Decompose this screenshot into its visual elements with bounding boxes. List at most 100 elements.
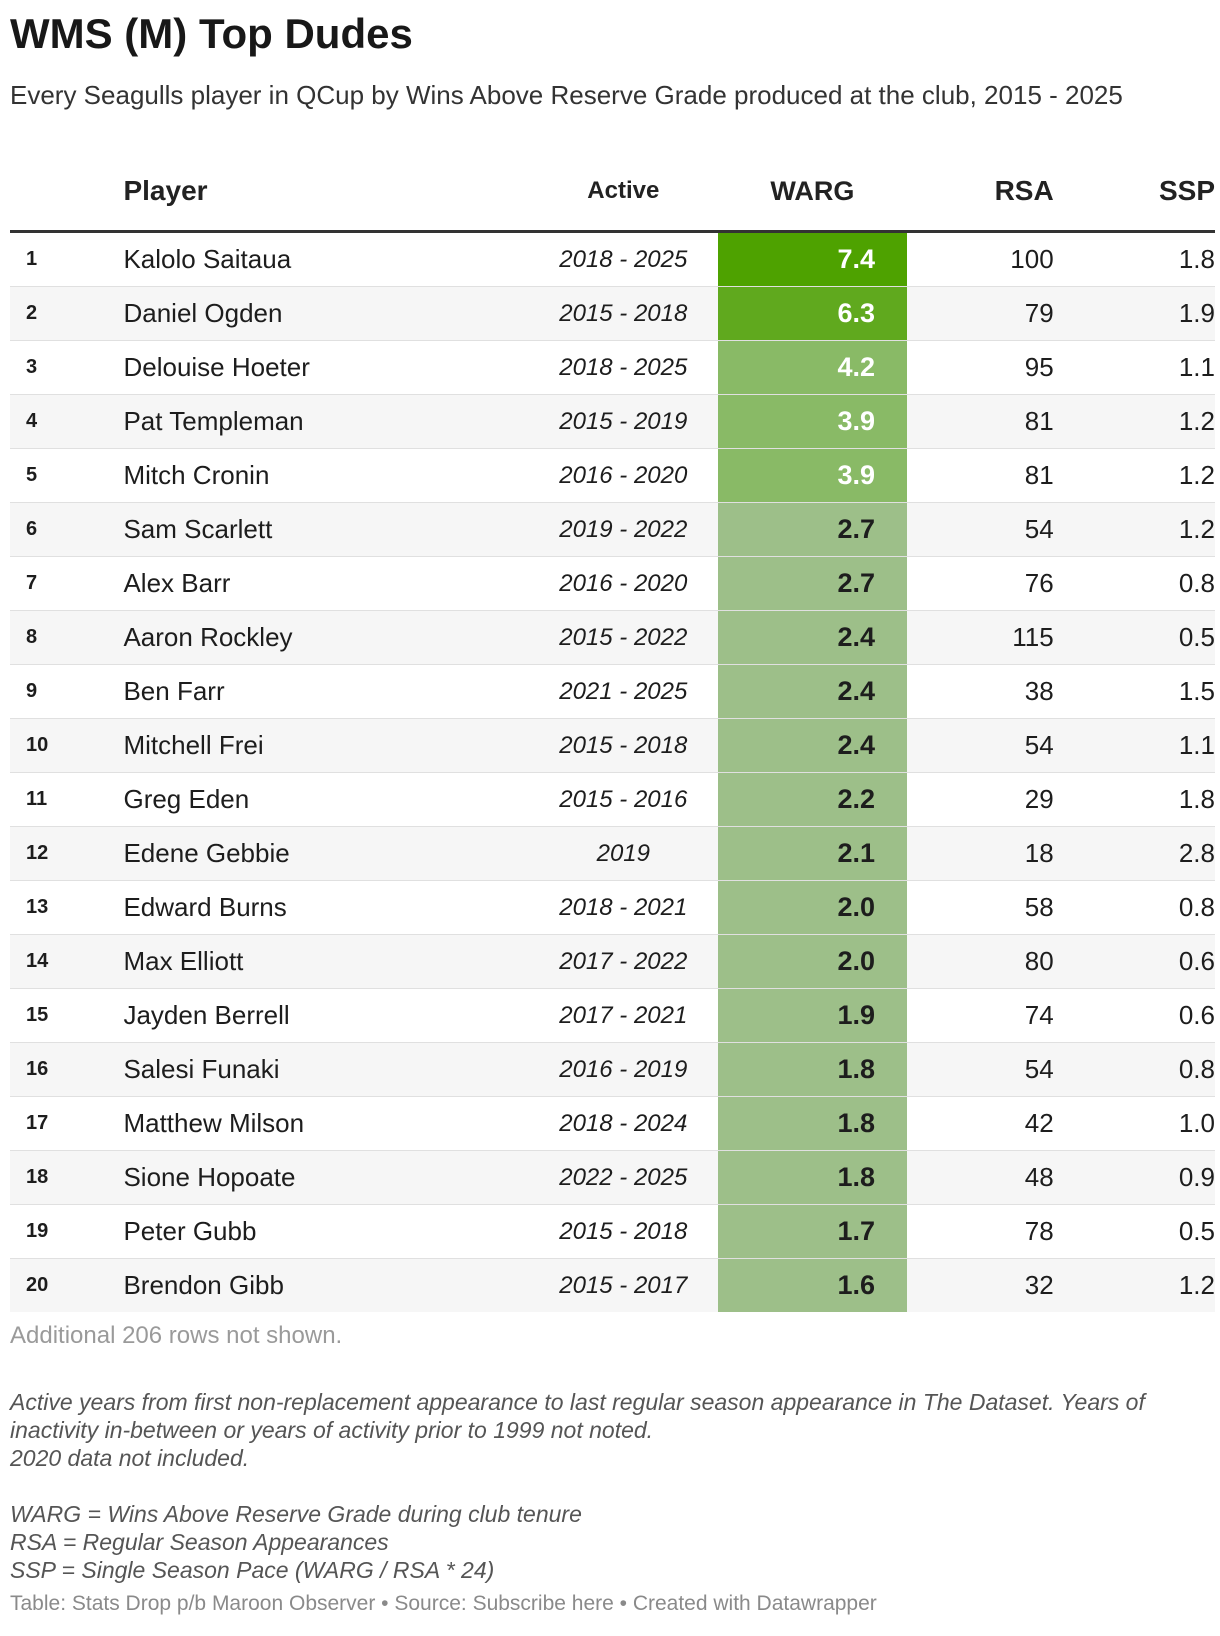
row-rsa: 81: [906, 448, 1064, 503]
row-active: 2018 - 2024: [528, 1096, 718, 1151]
note-active-years: Active years from first non-replacement …: [10, 1389, 1145, 1443]
data-table: Player Active WARG RSA SSP 1 Kalolo Saita…: [10, 160, 1215, 1312]
row-warg-cell: 2.4: [717, 664, 907, 719]
row-ssp: 1.2: [1063, 394, 1215, 449]
row-rsa: 81: [906, 394, 1064, 449]
row-rsa: 74: [906, 988, 1064, 1043]
note-2020-data: 2020 data not included.: [10, 1445, 250, 1471]
row-active: 2015 - 2018: [528, 286, 718, 341]
row-active: 2018 - 2021: [528, 880, 718, 935]
row-warg-cell: 2.0: [717, 880, 907, 935]
table-row: 11 Greg Eden 2015 - 2016 2.2 29 1.8: [10, 772, 1215, 827]
row-rsa: 115: [906, 610, 1064, 665]
row-player: Ben Farr: [123, 664, 529, 719]
row-active: 2016 - 2019: [528, 1042, 718, 1097]
row-rank: 7: [10, 556, 124, 611]
row-rsa: 54: [906, 1042, 1064, 1097]
row-active: 2017 - 2022: [528, 934, 718, 989]
table-row: 7 Alex Barr 2016 - 2020 2.7 76 0.8: [10, 556, 1215, 611]
rows-not-shown-note: Additional 206 rows not shown.: [10, 1322, 343, 1349]
row-ssp: 1.8: [1063, 231, 1215, 287]
row-warg-cell: 2.4: [717, 718, 907, 773]
row-ssp: 2.8: [1063, 826, 1215, 881]
row-player: Matthew Milson: [123, 1096, 529, 1151]
row-rsa: 54: [906, 502, 1064, 557]
row-ssp: 1.2: [1063, 448, 1215, 503]
column-header-rank: [10, 160, 124, 233]
table-row: 12 Edene Gebbie 2019 2.1 18 2.8: [10, 826, 1215, 881]
row-rsa: 76: [906, 556, 1064, 611]
row-active: 2017 - 2021: [528, 988, 718, 1043]
row-player: Sione Hopoate: [123, 1150, 529, 1205]
row-warg-cell: 2.0: [717, 934, 907, 989]
row-rank: 12: [10, 826, 124, 881]
table-row: 19 Peter Gubb 2015 - 2018 1.7 78 0.5: [10, 1204, 1215, 1259]
table-row: 3 Delouise Hoeter 2018 - 2025 4.2 95 1.1: [10, 340, 1215, 395]
row-ssp: 0.6: [1063, 988, 1215, 1043]
row-rank: 6: [10, 502, 124, 557]
column-header-ssp[interactable]: SSP: [1063, 160, 1215, 233]
row-ssp: 0.8: [1063, 556, 1215, 611]
column-header-player[interactable]: Player: [123, 160, 529, 233]
row-active: 2015 - 2017: [528, 1258, 718, 1312]
row-ssp: 1.2: [1063, 1258, 1215, 1312]
column-header-warg[interactable]: WARG: [717, 160, 907, 233]
table-row: 17 Matthew Milson 2018 - 2024 1.8 42 1.0: [10, 1096, 1215, 1151]
table-row: 14 Max Elliott 2017 - 2022 2.0 80 0.6: [10, 934, 1215, 989]
table-row: 4 Pat Templeman 2015 - 2019 3.9 81 1.2: [10, 394, 1215, 449]
row-player: Pat Templeman: [123, 394, 529, 449]
row-player: Kalolo Saitaua: [123, 231, 529, 287]
row-rank: 17: [10, 1096, 124, 1151]
row-rsa: 29: [906, 772, 1064, 827]
row-active: 2015 - 2016: [528, 772, 718, 827]
row-warg-cell: 7.4: [717, 231, 907, 287]
row-player: Greg Eden: [123, 772, 529, 827]
column-header-rsa[interactable]: RSA: [906, 160, 1064, 233]
row-ssp: 1.1: [1063, 340, 1215, 395]
row-rank: 2: [10, 286, 124, 341]
row-active: 2015 - 2018: [528, 1204, 718, 1259]
chart-notes: Active years from first non-replacement …: [10, 1388, 1210, 1584]
row-warg-cell: 3.9: [717, 448, 907, 503]
row-rank: 20: [10, 1258, 124, 1312]
row-ssp: 0.5: [1063, 1204, 1215, 1259]
row-active: 2016 - 2020: [528, 556, 718, 611]
row-rank: 9: [10, 664, 124, 719]
note-rsa-definition: RSA = Regular Season Appearances: [10, 1529, 389, 1555]
note-warg-definition: WARG = Wins Above Reserve Grade during c…: [10, 1501, 582, 1527]
row-rsa: 80: [906, 934, 1064, 989]
table-row: 16 Salesi Funaki 2016 - 2019 1.8 54 0.8: [10, 1042, 1215, 1097]
row-rank: 18: [10, 1150, 124, 1205]
table-row: 10 Mitchell Frei 2015 - 2018 2.4 54 1.1: [10, 718, 1215, 773]
row-rsa: 54: [906, 718, 1064, 773]
note-ssp-definition: SSP = Single Season Pace (WARG / RSA * 2…: [10, 1557, 495, 1583]
row-rsa: 42: [906, 1096, 1064, 1151]
row-rsa: 48: [906, 1150, 1064, 1205]
row-ssp: 1.8: [1063, 772, 1215, 827]
row-ssp: 0.9: [1063, 1150, 1215, 1205]
row-warg-cell: 1.8: [717, 1042, 907, 1097]
row-rank: 19: [10, 1204, 124, 1259]
row-player: Sam Scarlett: [123, 502, 529, 557]
table-row: 2 Daniel Ogden 2015 - 2018 6.3 79 1.9: [10, 286, 1215, 341]
row-ssp: 0.8: [1063, 880, 1215, 935]
row-player: Delouise Hoeter: [123, 340, 529, 395]
row-rank: 1: [10, 231, 124, 287]
row-active: 2021 - 2025: [528, 664, 718, 719]
table-row: 9 Ben Farr 2021 - 2025 2.4 38 1.5: [10, 664, 1215, 719]
chart-footer: Table: Stats Drop p/b Maroon Observer • …: [10, 1592, 877, 1615]
row-rsa: 18: [906, 826, 1064, 881]
column-header-active[interactable]: Active: [528, 160, 718, 233]
row-active: 2022 - 2025: [528, 1150, 718, 1205]
table-row: 5 Mitch Cronin 2016 - 2020 3.9 81 1.2: [10, 448, 1215, 503]
row-player: Edward Burns: [123, 880, 529, 935]
row-player: Aaron Rockley: [123, 610, 529, 665]
row-warg-cell: 2.7: [717, 502, 907, 557]
row-active: 2018 - 2025: [528, 340, 718, 395]
row-rsa: 38: [906, 664, 1064, 719]
row-rank: 11: [10, 772, 124, 827]
row-active: 2016 - 2020: [528, 448, 718, 503]
row-ssp: 1.1: [1063, 718, 1215, 773]
row-warg-cell: 1.8: [717, 1150, 907, 1205]
row-ssp: 0.5: [1063, 610, 1215, 665]
